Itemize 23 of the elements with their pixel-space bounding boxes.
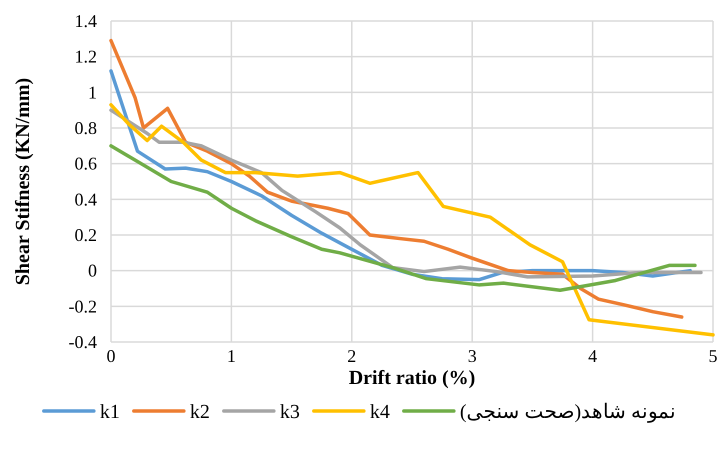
x-tick-label: 4 — [588, 346, 598, 366]
y-tick-label: -0.2 — [68, 296, 97, 316]
y-tick-label: -0.4 — [68, 332, 97, 352]
legend-label: k2 — [190, 401, 210, 423]
y-axis-title: Shear Stifness (KN/mm) — [12, 78, 34, 286]
x-tick-label: 1 — [226, 346, 236, 366]
y-tick-label: 0.4 — [74, 189, 97, 210]
x-axis-title: Drift ratio (%) — [348, 367, 476, 389]
legend-label: نمونه شاهد(صحت سنجی) — [460, 401, 676, 423]
y-tick-label: 0.6 — [74, 154, 97, 174]
legend-label: k1 — [100, 401, 120, 423]
y-tick-label: 1 — [88, 82, 97, 102]
x-tick-label: 3 — [468, 346, 477, 366]
x-tick-label: 5 — [708, 346, 718, 366]
x-tick-label: 0 — [106, 346, 116, 366]
y-tick-label: 0.2 — [74, 225, 97, 245]
y-tick-label: 1.2 — [74, 46, 97, 67]
x-tick-label: 2 — [347, 346, 356, 366]
legend-label: k4 — [370, 401, 390, 423]
y-tick-label: 1.4 — [74, 11, 97, 31]
y-tick-label: 0 — [88, 260, 97, 281]
legend-label: k3 — [280, 401, 300, 423]
y-tick-label: 0.8 — [74, 118, 97, 138]
